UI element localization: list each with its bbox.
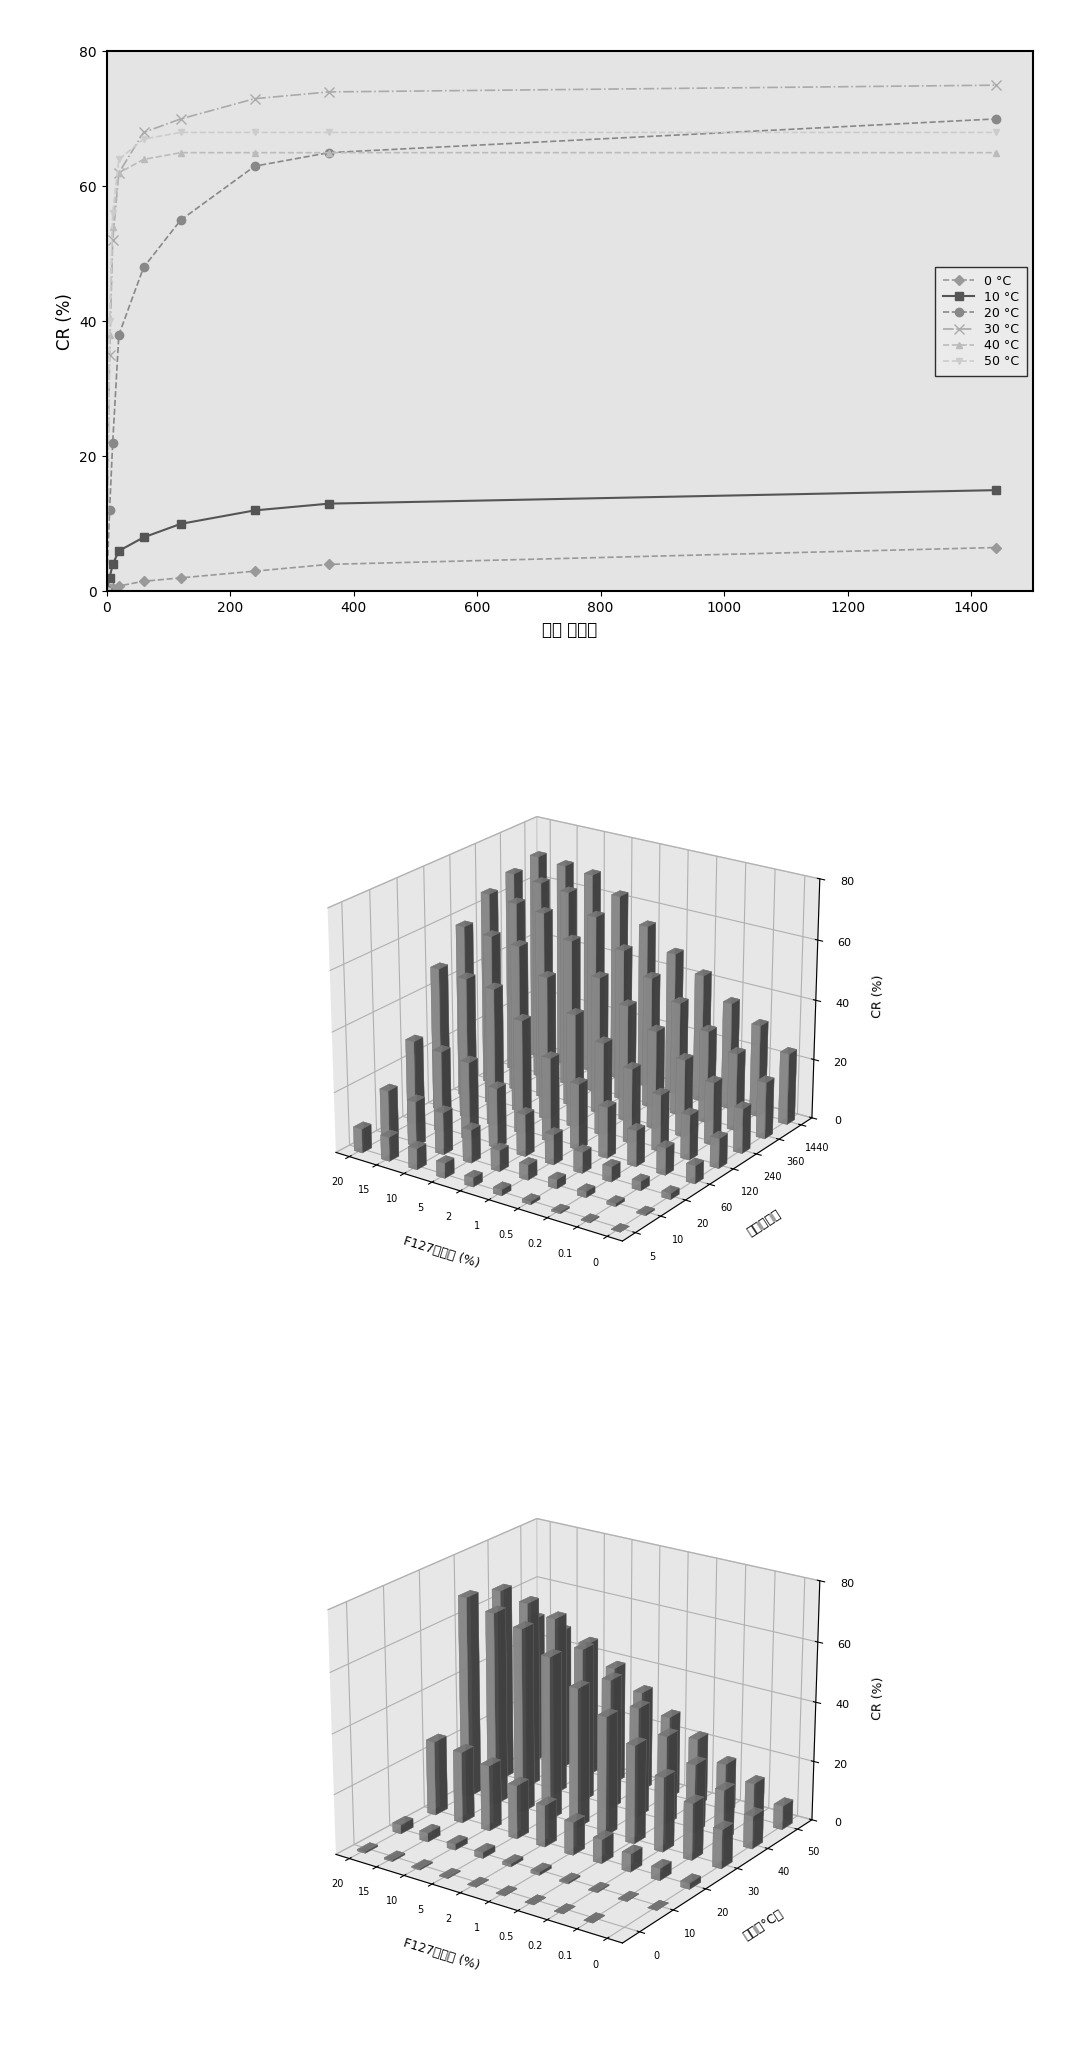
- 20 °C: [175, 208, 187, 232]
- 30 °C: [137, 119, 150, 144]
- 10 °C: [323, 492, 335, 516]
- 40 °C: [989, 140, 1002, 165]
- 40 °C: [100, 580, 113, 605]
- 30 °C: [100, 580, 113, 605]
- X-axis label: F127的浓度 (%): F127的浓度 (%): [403, 1234, 481, 1269]
- 40 °C: [113, 160, 126, 185]
- 10 °C: [113, 539, 126, 564]
- 40 °C: [137, 148, 150, 173]
- 30 °C: [175, 107, 187, 132]
- 20 °C: [248, 154, 261, 179]
- Y-axis label: 温度（°C）: 温度（°C）: [741, 1907, 786, 1944]
- 10 °C: [989, 477, 1002, 502]
- 20 °C: [106, 430, 119, 455]
- 20 °C: [103, 498, 116, 522]
- X-axis label: F127的浓度 (%): F127的浓度 (%): [403, 1936, 481, 1973]
- 10 °C: [248, 498, 261, 522]
- Line: 40 °C: 40 °C: [103, 150, 999, 594]
- 50 °C: [323, 119, 335, 144]
- 30 °C: [323, 80, 335, 105]
- 20 °C: [137, 255, 150, 280]
- 10 °C: [100, 580, 113, 605]
- 0 °C: [248, 560, 261, 584]
- 50 °C: [175, 119, 187, 144]
- 40 °C: [103, 323, 116, 348]
- 0 °C: [103, 578, 116, 603]
- 40 °C: [248, 140, 261, 165]
- 0 °C: [100, 580, 113, 605]
- 50 °C: [106, 202, 119, 226]
- 30 °C: [989, 72, 1002, 97]
- 0 °C: [989, 535, 1002, 560]
- Line: 50 °C: 50 °C: [103, 130, 999, 594]
- 0 °C: [106, 576, 119, 601]
- 40 °C: [106, 214, 119, 239]
- 40 °C: [323, 140, 335, 165]
- 0 °C: [323, 551, 335, 576]
- 50 °C: [103, 309, 116, 333]
- 50 °C: [248, 119, 261, 144]
- 40 °C: [175, 140, 187, 165]
- 10 °C: [106, 551, 119, 576]
- 20 °C: [100, 580, 113, 605]
- 0 °C: [113, 574, 126, 599]
- 10 °C: [103, 566, 116, 590]
- 50 °C: [113, 148, 126, 173]
- Y-axis label: CR (%): CR (%): [55, 292, 73, 350]
- Line: 20 °C: 20 °C: [102, 115, 1000, 597]
- Line: 0 °C: 0 °C: [103, 543, 999, 594]
- Y-axis label: 时间（分）: 时间（分）: [744, 1207, 783, 1238]
- Legend: 0 °C, 10 °C, 20 °C, 30 °C, 40 °C, 50 °C: 0 °C, 10 °C, 20 °C, 30 °C, 40 °C, 50 °C: [935, 267, 1027, 376]
- 30 °C: [248, 86, 261, 111]
- 30 °C: [103, 344, 116, 368]
- 50 °C: [100, 580, 113, 605]
- 10 °C: [175, 512, 187, 537]
- 10 °C: [137, 525, 150, 549]
- Line: 30 °C: 30 °C: [101, 80, 1001, 597]
- 30 °C: [113, 160, 126, 185]
- Line: 10 °C: 10 °C: [102, 485, 1000, 597]
- X-axis label: 时间 （分）: 时间 （分）: [542, 621, 597, 638]
- 30 °C: [106, 228, 119, 253]
- 50 °C: [137, 128, 150, 152]
- 20 °C: [113, 323, 126, 348]
- 20 °C: [989, 107, 1002, 132]
- 0 °C: [137, 570, 150, 594]
- 20 °C: [323, 140, 335, 165]
- 0 °C: [175, 566, 187, 590]
- 50 °C: [989, 119, 1002, 144]
